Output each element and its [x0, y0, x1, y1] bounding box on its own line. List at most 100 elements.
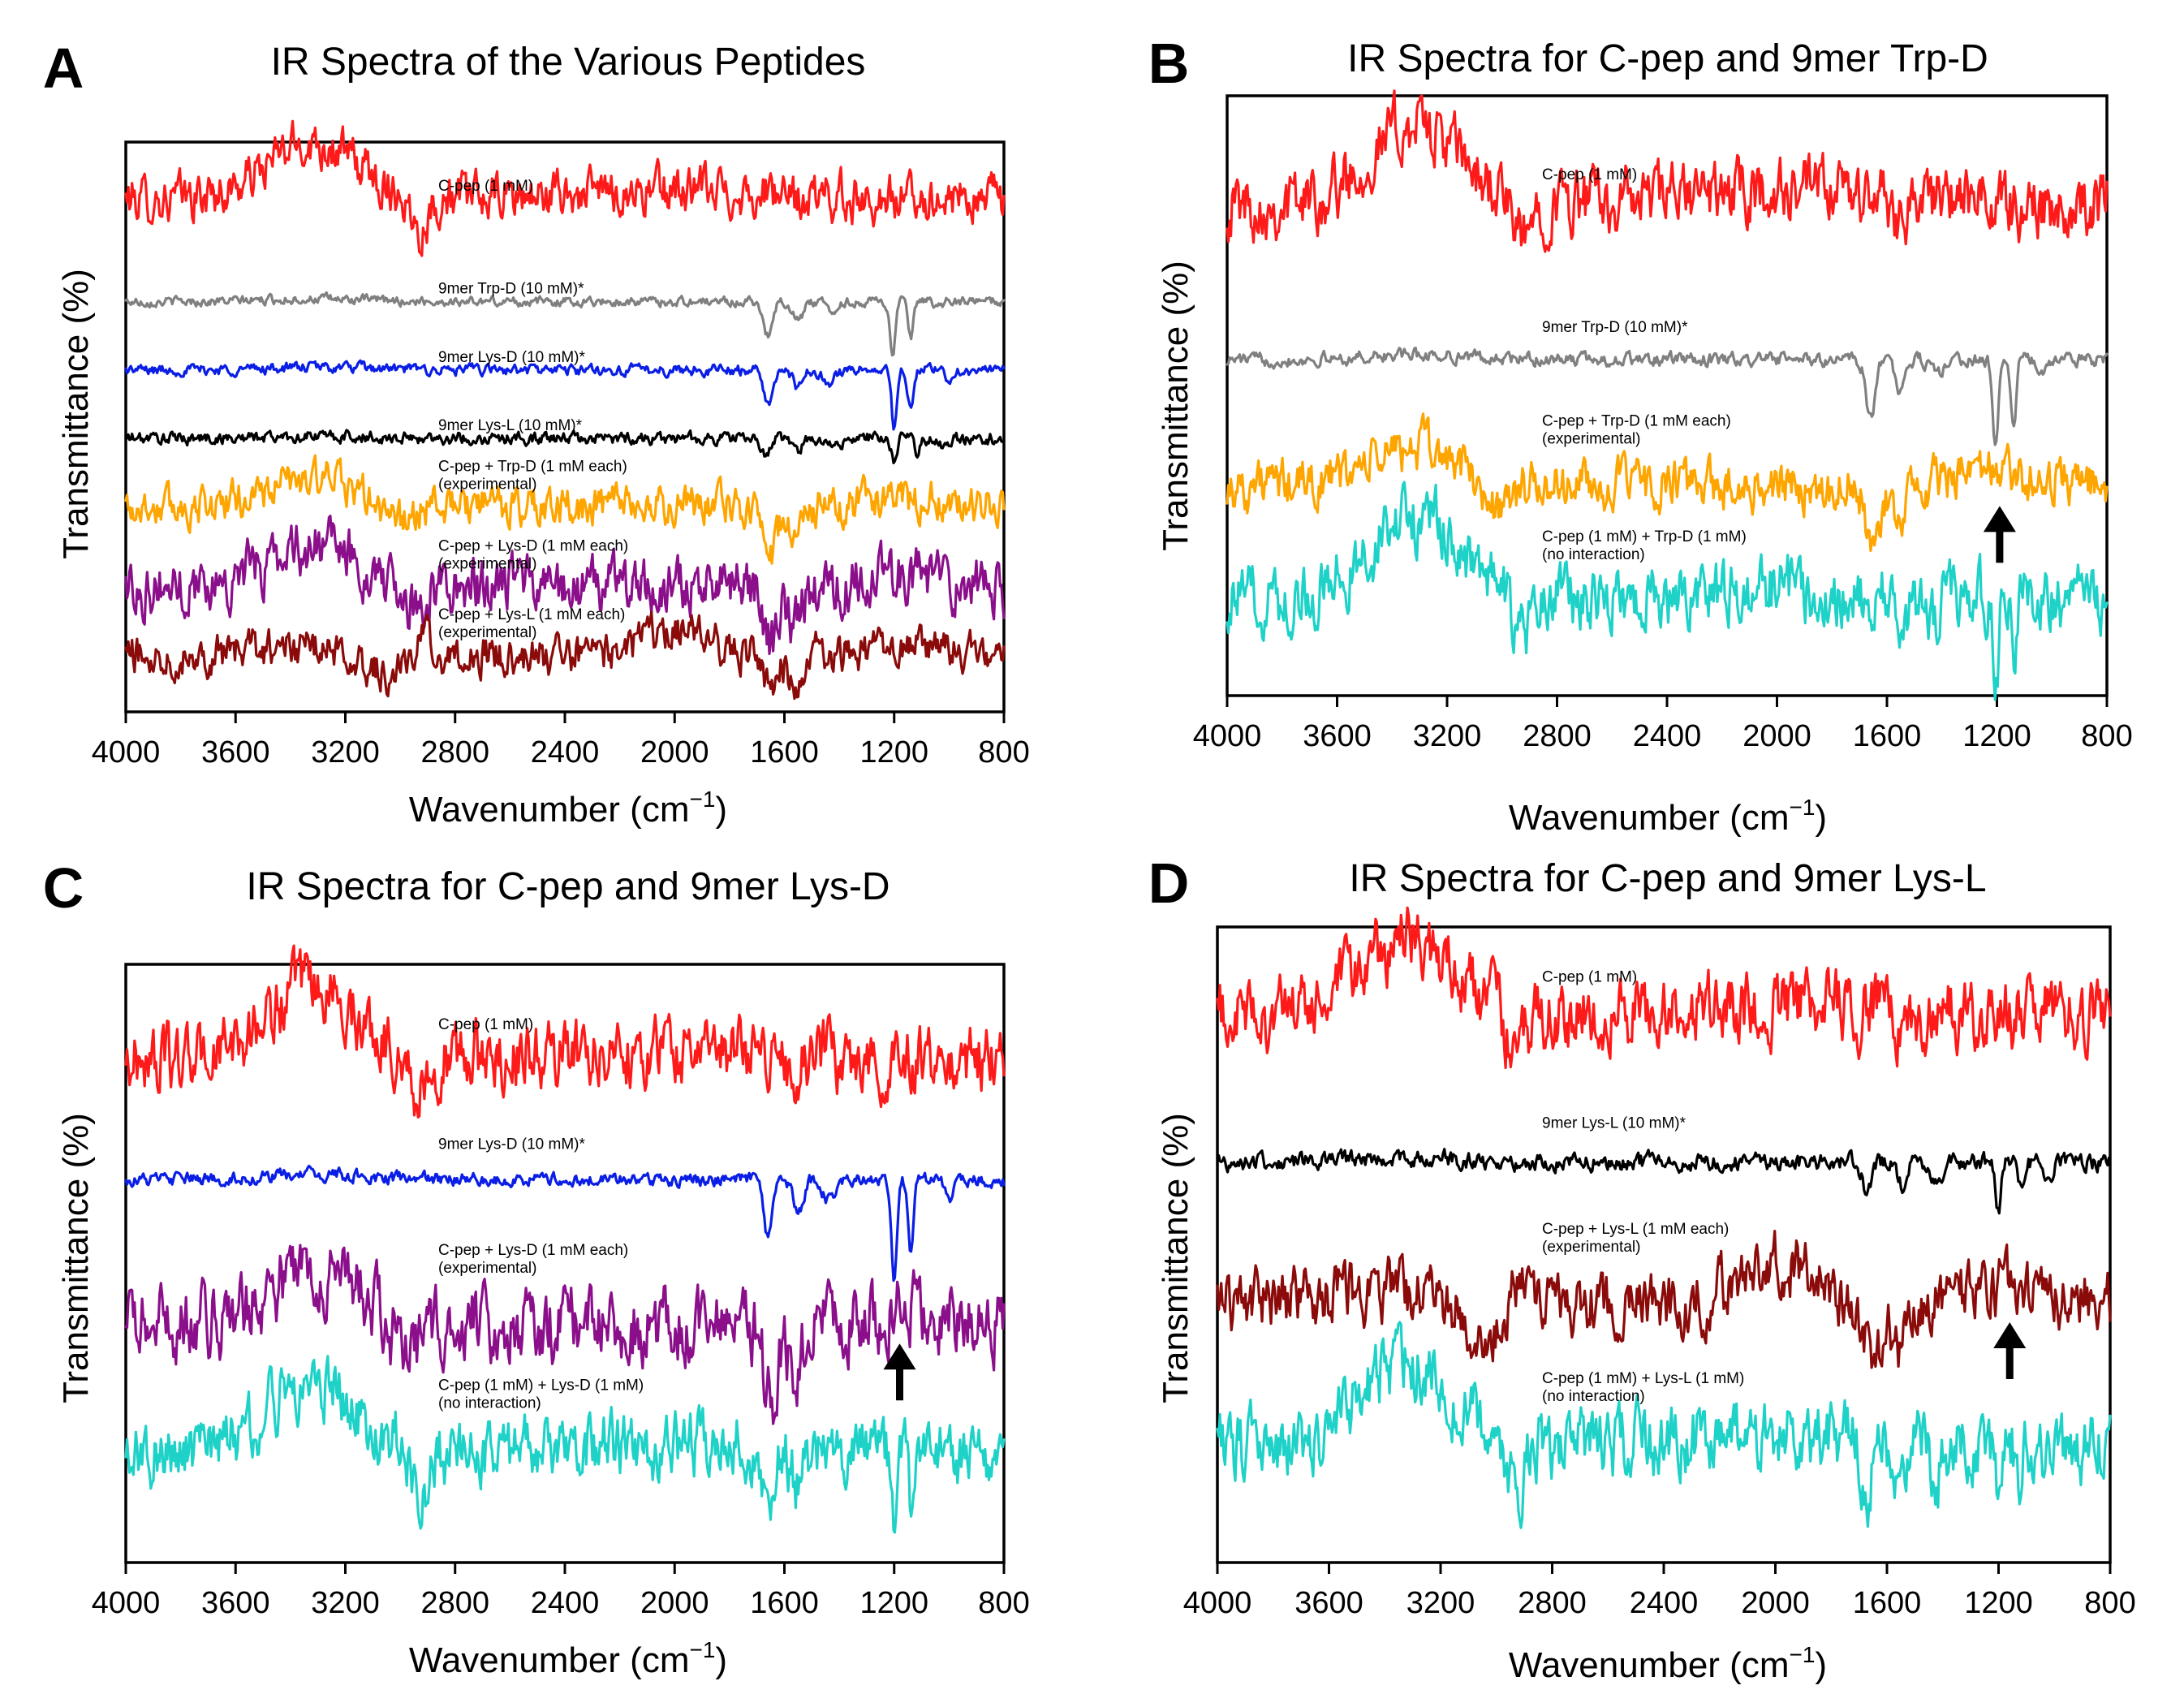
series-label: 9mer Lys-L (10 mM)* — [438, 417, 583, 434]
x-tick-label: 1200 — [1964, 1586, 2033, 1620]
series-line-c-pep-lys-l-1-mm-each-experimental — [1216, 1230, 2112, 1369]
x-tick-label: 800 — [2081, 719, 2132, 753]
series-label: (experimental) — [438, 1260, 536, 1277]
series-line-c-pep-trp-d-1-mm-each-experimental — [124, 454, 1006, 565]
series-label: 9mer Trp-D (10 mM)* — [438, 281, 584, 298]
panel-title: IR Spectra of the Various Peptides — [271, 41, 866, 84]
series-line-9mer-lys-d-10-mm — [124, 1164, 1006, 1282]
x-tick-label: 1200 — [1962, 719, 2031, 753]
series-line-9mer-lys-l-10-mm — [1216, 1148, 2112, 1215]
panel-d: D IR Spectra for C-pep and 9mer Lys-L 4000… — [1148, 851, 2136, 1685]
panel-title: IR Spectra for C-pep and 9mer Trp-D — [1347, 37, 1988, 80]
series-label: (no interaction) — [1542, 1388, 1645, 1405]
series-label: C-pep (1 mM) + Lys-D (1 mM) — [438, 1377, 644, 1394]
x-tick-label: 3600 — [1303, 719, 1372, 753]
x-axis-label: Wavenumber (cm−1) — [409, 787, 727, 830]
x-tick-label: 3600 — [201, 1586, 270, 1620]
series-label: (experimental) — [1542, 430, 1640, 447]
x-tick-label: 3200 — [311, 735, 380, 769]
panel-letter: D — [1148, 851, 1190, 915]
series-line-c-pep-1-mm-trp-d-1-mm-no-interaction — [1226, 481, 2109, 701]
x-tick-label: 2400 — [531, 1586, 600, 1620]
arrow-up-icon — [1993, 1321, 2027, 1348]
series-line-c-pep-1-mm — [124, 944, 1006, 1119]
x-tick-label: 2400 — [1630, 1586, 1699, 1620]
series-label: C-pep + Trp-D (1 mM each) — [1542, 412, 1731, 429]
x-tick-label: 800 — [978, 1586, 1029, 1620]
x-tick-label: 2000 — [640, 1586, 709, 1620]
series-label: (experimental) — [1542, 1239, 1640, 1256]
panel-letter: A — [43, 37, 84, 100]
x-tick-label: 3200 — [1406, 1586, 1475, 1620]
x-tick-label: 3200 — [311, 1586, 380, 1620]
y-axis-label: Transmittance (%) — [56, 1113, 96, 1403]
x-tick-label: 2800 — [1518, 1586, 1587, 1620]
arrow-up-icon — [883, 1343, 916, 1370]
x-tick-label: 1600 — [750, 735, 819, 769]
series-label: (no interaction) — [438, 1394, 541, 1412]
x-tick-label: 4000 — [1183, 1586, 1252, 1620]
x-tick-label: 2800 — [1523, 719, 1592, 753]
y-axis-label: Transmittance (%) — [56, 269, 96, 559]
x-tick-label: 4000 — [1193, 719, 1262, 753]
series-label: (experimental) — [438, 556, 536, 573]
series-label: C-pep + Lys-D (1 mM each) — [438, 1242, 628, 1259]
series-label: 9mer Lys-D (10 mM)* — [438, 1136, 585, 1153]
series-label: C-pep (1 mM) — [1542, 166, 1637, 183]
x-tick-label: 3600 — [201, 735, 270, 769]
series-label: C-pep + Trp-D (1 mM each) — [438, 458, 627, 475]
series-line-c-pep-lys-d-1-mm-each-experimental — [124, 515, 1006, 656]
series-label: C-pep (1 mM) + Lys-L (1 mM) — [1542, 1370, 1744, 1387]
series-line-c-pep-lys-l-1-mm-each-experimental — [124, 610, 1006, 700]
x-tick-label: 1200 — [859, 735, 928, 769]
series-label: 9mer Lys-L (10 mM)* — [1542, 1115, 1686, 1132]
x-tick-label: 800 — [978, 735, 1029, 769]
x-tick-label: 1600 — [1853, 719, 1922, 753]
series-line-9mer-trp-d-10-mm — [124, 291, 1006, 357]
series-line-c-pep-1-mm — [1226, 89, 2109, 253]
x-axis-label: Wavenumber (cm−1) — [409, 1637, 727, 1680]
series-label: C-pep (1 mM) + Trp-D (1 mM) — [1542, 528, 1747, 545]
x-tick-label: 2800 — [420, 735, 489, 769]
panel-a: A IR Spectra of the Various Peptides 4000 3… — [43, 37, 1030, 830]
x-tick-label: 4000 — [92, 735, 161, 769]
x-tick-label: 2400 — [1633, 719, 1702, 753]
x-tick-label: 2000 — [1741, 1586, 1810, 1620]
arrow-up-icon — [1983, 506, 2016, 532]
panel-c: C IR Spectra for C-pep and 9mer Lys-D 4000… — [43, 856, 1030, 1680]
x-axis-label: Wavenumber (cm−1) — [1509, 795, 1827, 838]
panel-title: IR Spectra for C-pep and 9mer Lys-D — [246, 865, 890, 908]
series-line-9mer-lys-d-10-mm — [124, 359, 1006, 431]
series-line-c-pep-1-mm — [1216, 906, 2112, 1070]
panel-letter: B — [1148, 32, 1190, 95]
series-line-c-pep-1-mm-lys-l-1-mm-no-interaction — [1216, 1321, 2112, 1529]
x-tick-label: 1600 — [1853, 1586, 1922, 1620]
series-line-c-pep-trp-d-1-mm-each-experimental — [1226, 412, 2109, 553]
series-line-c-pep-1-mm-lys-d-1-mm-no-interaction — [124, 1355, 1006, 1534]
y-axis-label: Transmittance (%) — [1156, 1113, 1195, 1403]
series-label: C-pep + Lys-D (1 mM each) — [438, 538, 628, 555]
series-label: C-pep (1 mM) — [438, 178, 533, 195]
x-axis-label: Wavenumber (cm−1) — [1509, 1642, 1827, 1685]
panel-title: IR Spectra for C-pep and 9mer Lys-L — [1349, 857, 1986, 900]
series-line-c-pep-lys-d-1-mm-each-experimental — [124, 1244, 1006, 1425]
x-tick-label: 4000 — [92, 1586, 161, 1620]
series-line-c-pep-1-mm — [124, 119, 1006, 257]
panel-b: B IR Spectra for C-pep and 9mer Trp-D 4000… — [1148, 32, 2133, 838]
series-label: 9mer Lys-D (10 mM)* — [438, 349, 585, 366]
series-label: (experimental) — [438, 624, 536, 641]
x-tick-label: 800 — [2084, 1586, 2135, 1620]
series-line-9mer-trp-d-10-mm — [1226, 347, 2109, 446]
x-tick-label: 2800 — [420, 1586, 489, 1620]
series-label: C-pep (1 mM) — [438, 1016, 533, 1033]
y-axis-label: Transmittance (%) — [1156, 261, 1195, 551]
series-label: (no interaction) — [1542, 546, 1645, 563]
panel-letter: C — [43, 856, 84, 920]
x-tick-label: 2000 — [640, 735, 709, 769]
series-line-9mer-lys-l-10-mm — [124, 429, 1006, 465]
series-label: C-pep + Lys-L (1 mM each) — [1542, 1221, 1729, 1238]
x-tick-label: 3600 — [1294, 1586, 1363, 1620]
series-label: C-pep + Lys-L (1 mM each) — [438, 606, 625, 623]
series-label: (experimental) — [438, 476, 536, 493]
